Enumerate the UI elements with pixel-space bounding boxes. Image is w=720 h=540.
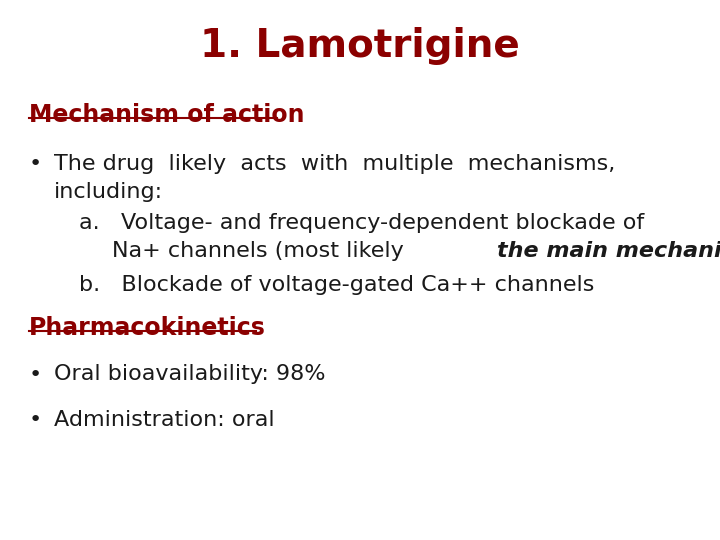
Text: the main mechanism: the main mechanism bbox=[498, 241, 720, 261]
Text: Na+ channels (most likely: Na+ channels (most likely bbox=[112, 241, 410, 261]
Text: Oral bioavailability: 98%: Oral bioavailability: 98% bbox=[54, 364, 325, 384]
Text: •: • bbox=[29, 364, 42, 384]
Text: The drug  likely  acts  with  multiple  mechanisms,: The drug likely acts with multiple mecha… bbox=[54, 154, 616, 174]
Text: Pharmacokinetics: Pharmacokinetics bbox=[29, 316, 266, 340]
Text: Mechanism of action: Mechanism of action bbox=[29, 103, 305, 126]
Text: including:: including: bbox=[54, 182, 163, 202]
Text: 1. Lamotrigine: 1. Lamotrigine bbox=[200, 27, 520, 65]
Text: •: • bbox=[29, 410, 42, 430]
Text: b.   Blockade of voltage-gated Ca++ channels: b. Blockade of voltage-gated Ca++ channe… bbox=[79, 275, 595, 295]
Text: Administration: oral: Administration: oral bbox=[54, 410, 274, 430]
Text: a.   Voltage- and frequency-dependent blockade of: a. Voltage- and frequency-dependent bloc… bbox=[79, 213, 644, 233]
Text: •: • bbox=[29, 154, 42, 174]
